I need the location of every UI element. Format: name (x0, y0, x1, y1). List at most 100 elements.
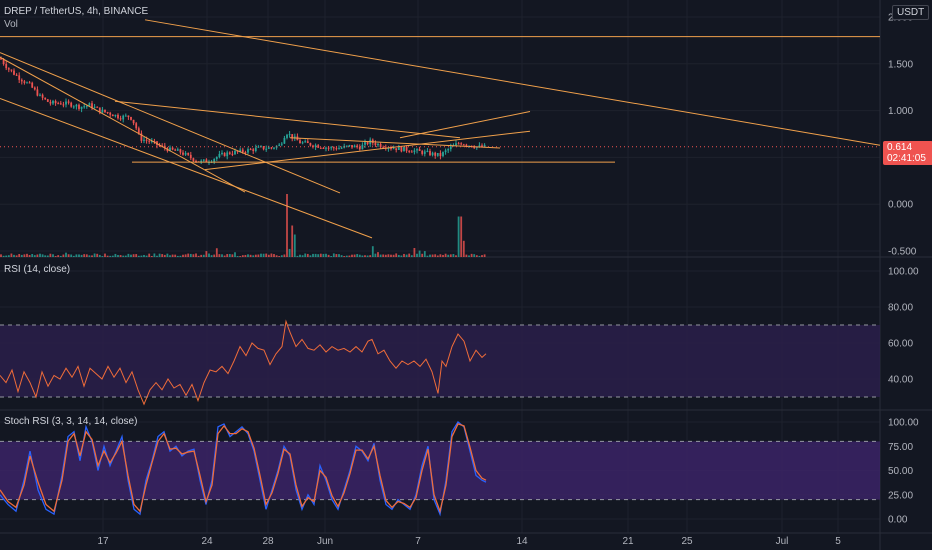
candle-body (364, 142, 366, 145)
volume-bar (169, 255, 171, 257)
candle-body (460, 143, 463, 145)
volume-bar (335, 254, 338, 257)
volume-bar (280, 255, 283, 257)
candle-body (114, 114, 117, 117)
candle-body (218, 153, 221, 158)
candle-body (304, 141, 307, 143)
candle-body (397, 147, 400, 150)
volume-bar (31, 253, 34, 257)
volume-bar (322, 253, 325, 257)
volume-bar (132, 254, 135, 257)
candle-body (26, 82, 28, 84)
volume-bar (111, 255, 114, 257)
candle-body (182, 152, 184, 155)
candle-body (434, 152, 437, 156)
time-tick-label: 5 (835, 536, 841, 547)
trendline (204, 130, 531, 171)
volume-bar (161, 254, 164, 257)
candle-body (150, 140, 153, 142)
volume-bar (148, 253, 151, 257)
candle-body (418, 149, 421, 151)
volume-bar (387, 254, 390, 257)
candle-body (52, 100, 54, 104)
candle-body (478, 145, 481, 147)
volume-bar (5, 255, 8, 257)
candle-body (132, 119, 135, 124)
volume-bar (7, 255, 10, 257)
candle-body (0, 58, 2, 60)
volume-bar (15, 255, 18, 257)
volume-bar (2, 255, 5, 257)
volume-bar (351, 254, 353, 257)
volume-bar (317, 254, 320, 257)
trendline (0, 97, 373, 239)
volume-bar (91, 255, 93, 257)
candle-body (330, 147, 333, 149)
candle-body (241, 149, 244, 153)
volume-bar (70, 254, 73, 257)
candle-body (332, 147, 335, 149)
volume-bar (405, 254, 408, 257)
rsi-band (0, 325, 880, 397)
candle-body (59, 103, 62, 105)
currency-badge[interactable]: USDT (892, 5, 930, 20)
volume-bar (239, 256, 242, 257)
candle-body (137, 128, 140, 134)
candle-body (98, 107, 101, 113)
volume-bar (59, 255, 62, 257)
candle-body (28, 82, 31, 84)
volume-bar (41, 254, 44, 257)
volume-bar (226, 254, 229, 257)
volume-bar (400, 255, 403, 257)
candle-body (473, 147, 476, 149)
volume-bar (421, 253, 424, 257)
volume-bar (44, 255, 47, 257)
candle-body (67, 101, 70, 103)
volume-bar (371, 246, 374, 257)
candle-body (455, 143, 457, 146)
volume-bar (122, 255, 125, 257)
volume-bar (208, 253, 210, 257)
candle-body (267, 147, 270, 149)
volume-bar (473, 254, 476, 257)
time-tick-label: 7 (415, 536, 421, 547)
candle-body (366, 142, 369, 145)
candle-body (462, 144, 465, 146)
volume-bar (447, 254, 450, 257)
stoch-tick-label: 100.00 (888, 418, 919, 429)
candle-body (371, 139, 374, 143)
volume-bar (210, 255, 213, 257)
volume-bar (299, 254, 301, 257)
volume-bar (249, 254, 252, 257)
volume-bar (85, 254, 88, 257)
volume-bar (356, 254, 359, 257)
volume-bar (213, 254, 216, 257)
candle-body (312, 145, 314, 147)
volume-bar (244, 254, 247, 257)
volume-bar (455, 255, 457, 257)
volume-bar (449, 254, 452, 257)
volume-bar (184, 254, 187, 257)
candle-body (13, 70, 15, 75)
volume-bar (124, 255, 127, 257)
price-tick-label: 0.000 (888, 200, 913, 211)
volume-bar (426, 255, 429, 257)
candle-body (10, 69, 13, 71)
rsi-tick-label: 60.00 (888, 339, 913, 350)
time-tick-label: 25 (681, 536, 693, 547)
volume-bar (296, 255, 299, 257)
rsi-tick-label: 100.00 (888, 267, 919, 278)
candle-body (299, 140, 301, 144)
candle-body (202, 159, 205, 161)
candle-body (208, 162, 210, 164)
volume-bar (67, 254, 70, 257)
price-tick-label: 1.000 (888, 106, 913, 117)
candle-body (80, 106, 83, 109)
candle-body (447, 149, 450, 151)
volume-bar (475, 255, 478, 257)
volume-bar (197, 255, 200, 257)
candle-body (236, 150, 239, 152)
candle-body (353, 145, 356, 148)
volume-bar (205, 251, 208, 257)
